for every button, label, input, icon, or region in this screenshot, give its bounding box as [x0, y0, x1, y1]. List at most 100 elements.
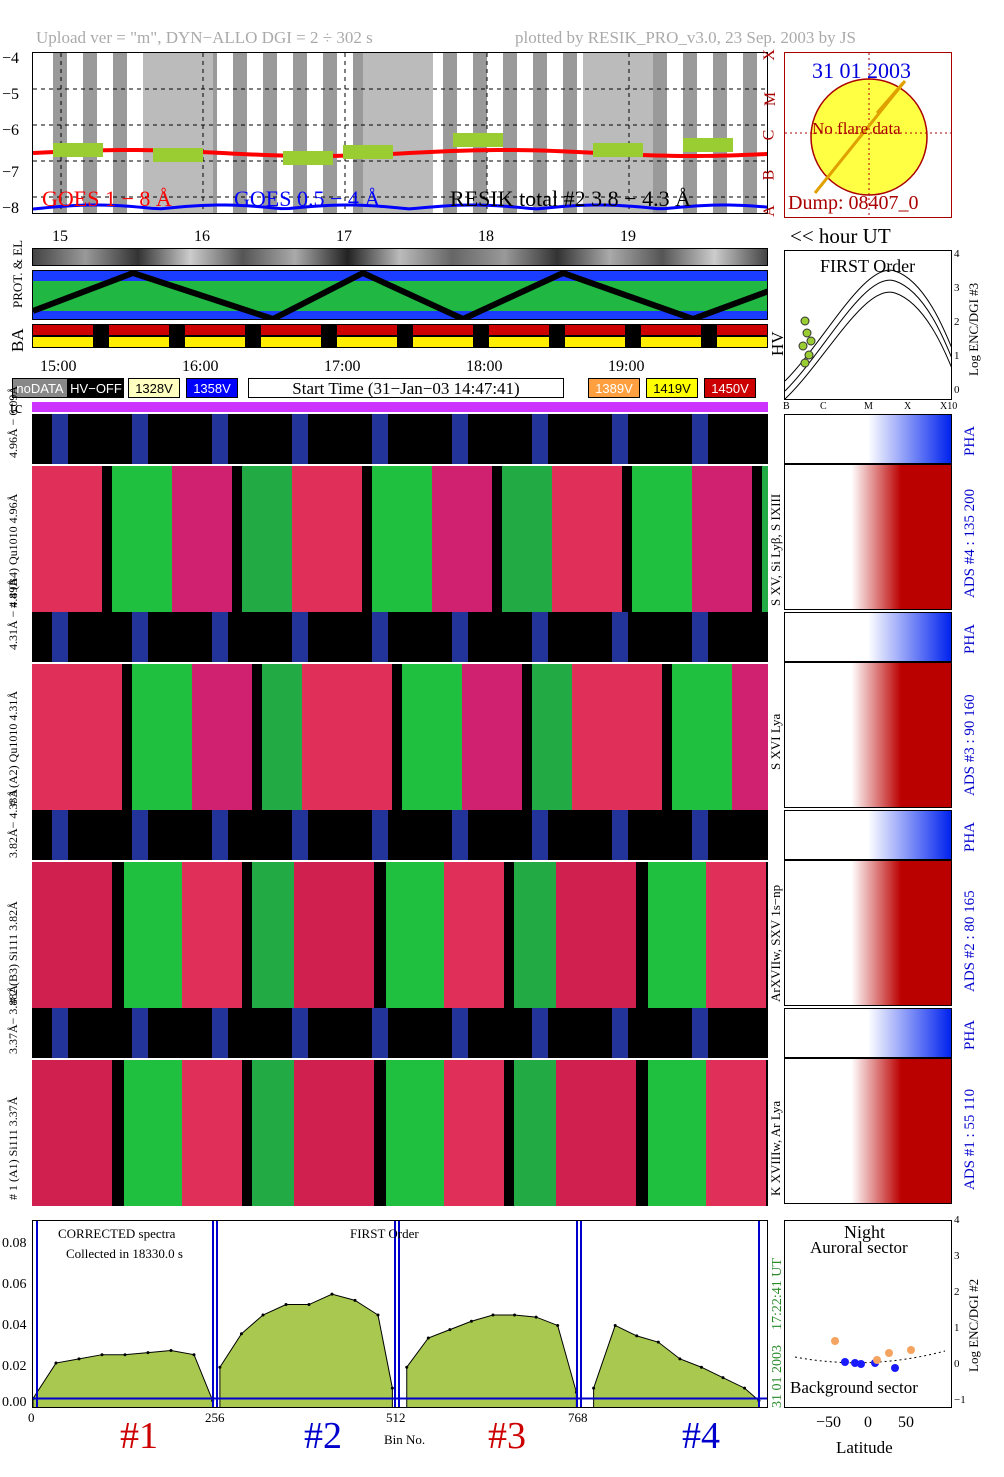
spectrum-point: [261, 1313, 265, 1317]
ads-label-ch2: ADS #2 : 80 165: [962, 890, 978, 992]
spec-ytick-002: 0.02: [2, 1359, 27, 1374]
lat-ytick-3: 3: [954, 1250, 960, 1262]
night-band: [503, 53, 517, 213]
legend-1389v: 1389V: [588, 378, 640, 398]
pha-hist-ch2: [784, 810, 952, 860]
spectrum-point: [169, 1349, 173, 1353]
hour-tick-15: 15: [52, 228, 68, 245]
pha-label-ch4: 4.96Å − 6.09Å: [6, 385, 20, 458]
resik-segment: [343, 145, 393, 159]
spec-label-ch1: # 1 (A1) Si111 3.37Å: [6, 1096, 20, 1200]
spectrum-point: [390, 1386, 394, 1390]
pha-text-ch2: PHA: [962, 821, 978, 852]
night-band: [53, 53, 67, 213]
sun-date: 31 01 2003: [812, 58, 911, 83]
lat-auroral: Auroral sector: [810, 1238, 908, 1257]
spectrum-point: [469, 1319, 473, 1323]
pha-text-ch1: PHA: [962, 1019, 978, 1050]
pha-hist-ch3: [784, 612, 952, 662]
spectrum-point: [635, 1334, 639, 1338]
legend-1450v: 1450V: [704, 378, 756, 398]
side-label-ch1: K XVIIIw, Ar Lya: [768, 1100, 783, 1196]
spec-ytick-004: 0.04: [2, 1318, 27, 1333]
pha-hist-ch1: [784, 1008, 952, 1058]
night-band: [683, 53, 697, 213]
spectrum-point: [307, 1303, 311, 1307]
pha-strip-ch2: [32, 810, 768, 860]
pha-hist-ch4: [784, 414, 952, 464]
goes-short-line: [33, 203, 767, 211]
spectrum-point: [100, 1353, 104, 1357]
legend-goes-short: GOES 0.5 − 4 Å: [234, 186, 381, 211]
spec-first-order: FIRST Order: [350, 1226, 419, 1241]
night-band: [713, 53, 727, 213]
saa-hatch: [583, 53, 653, 213]
spectrum-point: [743, 1386, 747, 1390]
goes-ytick-7: −7: [2, 164, 20, 181]
spectrum-point: [405, 1365, 409, 1369]
latitude-panel: [784, 1220, 952, 1408]
night-band: [443, 53, 457, 213]
night-band: [653, 53, 667, 213]
spec-corrected-text: CORRECTED spectra: [58, 1226, 176, 1241]
spectrum-point: [192, 1353, 196, 1357]
night-band: [263, 53, 277, 213]
tc-label: tc: [10, 398, 23, 417]
spectrum-point: [123, 1353, 127, 1357]
side-label-ch4: S XV, Si Lyβ, S IXIII: [768, 493, 783, 606]
spectrum-point: [678, 1357, 682, 1361]
night-band: [533, 53, 547, 213]
night-band: [743, 53, 757, 213]
legend-resik: RESIK total #2 3.8 − 4.3 Å: [450, 186, 691, 211]
spectrogram-ch4: [32, 464, 768, 612]
night-band: [323, 53, 337, 213]
spectrum-point: [353, 1298, 357, 1302]
spectrogram-ch3: [32, 662, 768, 810]
latitude-plot: [794, 1337, 946, 1372]
spectrum-point: [613, 1323, 617, 1327]
time-tick-1800: 18:00: [466, 358, 503, 375]
class-label-c: C: [760, 129, 778, 141]
fo-xtick-x10: X10: [940, 401, 958, 412]
spectrum-point: [592, 1386, 596, 1390]
goes-ytick-6: −6: [2, 122, 20, 139]
lat-xlabel: Latitude: [836, 1438, 893, 1457]
spectrum-series-3: [406, 1314, 577, 1407]
first-order-ylabel: Log ENC/DGI #3: [966, 282, 981, 376]
night-band: [233, 53, 247, 213]
prot-el-label: PROT. & EL: [10, 239, 25, 308]
lat-background: Background sector: [790, 1378, 918, 1397]
prot-el-panel: [32, 270, 768, 320]
time-tick-1600: 16:00: [182, 358, 219, 375]
spectrum-point: [376, 1313, 380, 1317]
pha-label-ch1: 3.37Å− 3.88Å: [6, 984, 20, 1054]
goes-plot: [33, 53, 767, 213]
side-label-ch3: S XVI Lya: [768, 713, 783, 770]
pha-label-ch3: 4.31Å − 4.89Å: [6, 577, 20, 650]
first-order-plot: [785, 269, 951, 399]
fo-ytick-0: 0: [954, 384, 960, 396]
pha-text-ch3: PHA: [962, 623, 978, 654]
detector-label-2: #2: [304, 1415, 342, 1457]
spectrum-point: [448, 1328, 452, 1332]
class-label-x: X: [760, 49, 778, 61]
goes-ytick-5: −5: [2, 86, 20, 103]
first-order-panel: [784, 250, 952, 400]
spec-xtick-512: 512: [386, 1410, 406, 1425]
spectrum-point: [146, 1351, 150, 1355]
detector-label-3: #3: [488, 1415, 526, 1457]
header-plotted-by: plotted by RESIK_PRO_v3.0, 23 Sep. 2003 …: [515, 28, 856, 47]
fo-xtick-c: C: [820, 401, 827, 412]
spectrum-point: [513, 1313, 517, 1317]
spectrogram-ch2: [32, 860, 768, 1008]
spec-ytick-008: 0.08: [2, 1236, 27, 1251]
fo-xtick-x: X: [904, 401, 912, 412]
spectrum-point: [491, 1313, 495, 1317]
spectrum-point: [218, 1365, 222, 1369]
hour-tick-18: 18: [478, 228, 494, 245]
spec-ytick-000: 0.00: [2, 1395, 27, 1410]
ads-label-ch3: ADS #3 : 90 160: [962, 694, 978, 796]
resik-segment: [153, 148, 203, 162]
lat-ytick-0: 0: [954, 1358, 960, 1370]
hour-tick-17: 17: [336, 228, 352, 245]
